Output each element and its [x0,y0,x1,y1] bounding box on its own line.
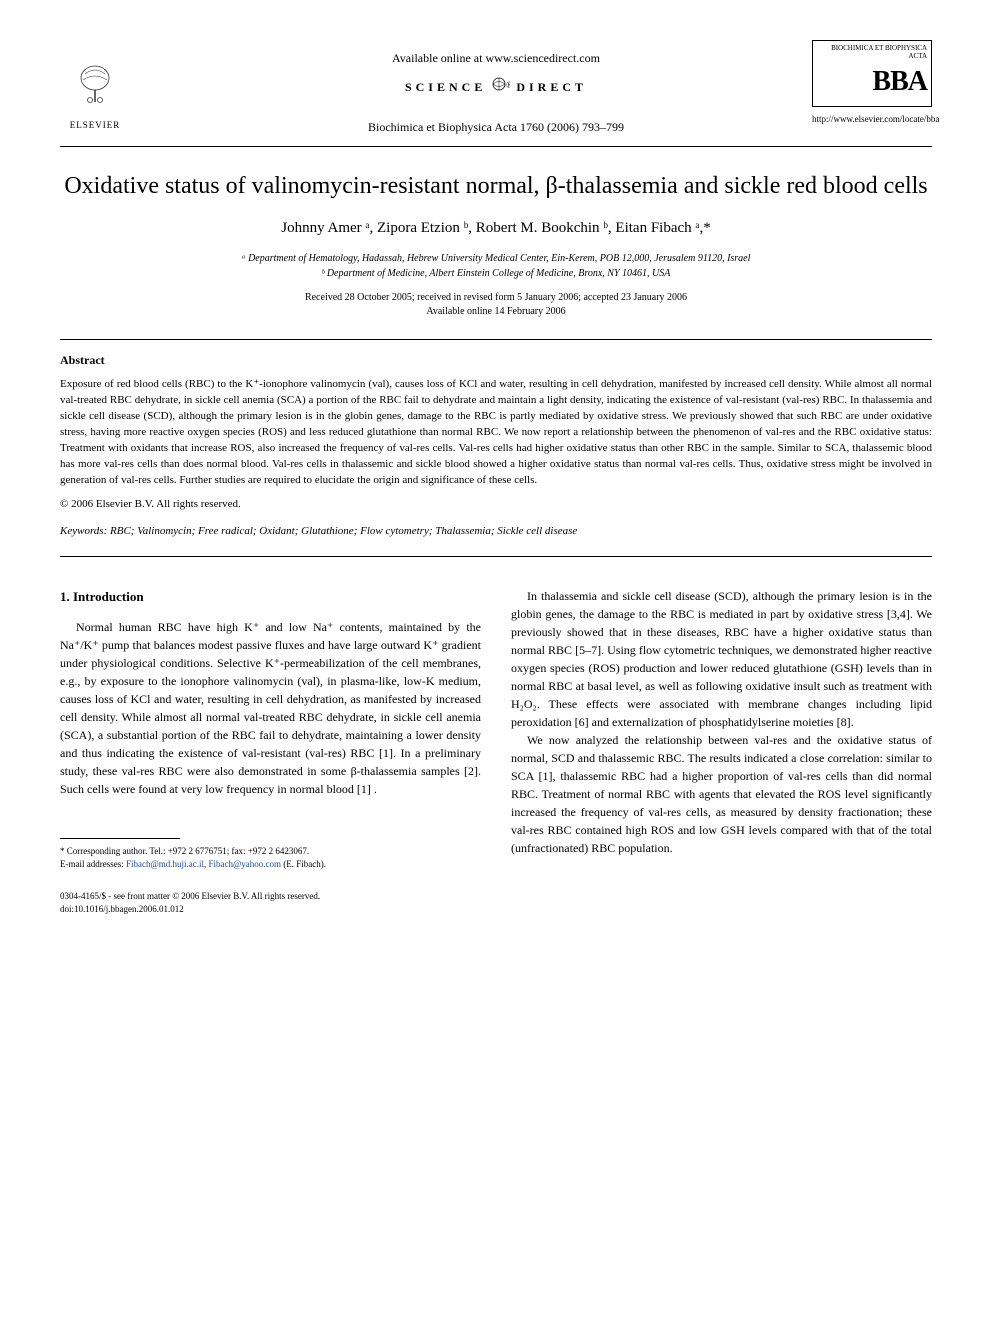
available-online-text: Available online at www.sciencedirect.co… [60,50,932,67]
elsevier-logo: ELSEVIER [60,60,130,132]
abstract-text: Exposure of red blood cells (RBC) to the… [60,377,932,489]
keywords-text: RBC; Valinomycin; Free radical; Oxidant;… [110,525,577,537]
affiliation-a: ᵃ Department of Hematology, Hadassah, He… [60,251,932,266]
article-title: Oxidative status of valinomycin-resistan… [60,171,932,202]
bba-logo: BIOCHIMICA ET BIOPHYSICA ACTA BBA http:/… [812,40,932,125]
abstract-heading: Abstract [60,352,932,369]
doi-line: doi:10.1016/j.bbagen.2006.01.012 [60,903,481,916]
col2-paragraph-2: We now analyzed the relationship between… [511,731,932,857]
col2-paragraph-1: In thalassemia and sickle cell disease (… [511,587,932,731]
abstract-bottom-divider [60,556,932,557]
email-label: E-mail addresses: [60,859,124,869]
column-right: In thalassemia and sickle cell disease (… [511,587,932,916]
front-matter-line: 0304-4165/$ - see front matter © 2006 El… [60,890,481,903]
elsevier-tree-icon [60,60,130,117]
bba-box: BIOCHIMICA ET BIOPHYSICA ACTA BBA [812,40,932,107]
elsevier-label: ELSEVIER [60,119,130,132]
abstract-top-divider [60,339,932,340]
article-dates: Received 28 October 2005; received in re… [60,291,932,319]
corresponding-author: * Corresponding author. Tel.: +972 2 677… [60,845,481,858]
svg-text:®: ® [506,80,510,90]
science-direct-logo: SCIENCE ® DIRECT [60,75,932,100]
received-date: Received 28 October 2005; received in re… [60,291,932,305]
header-divider [60,146,932,147]
col1-paragraph-1: Normal human RBC have high K⁺ and low Na… [60,618,481,798]
authors-line: Johnny Amer ᵃ, Zipora Etzion ᵇ, Robert M… [60,218,932,239]
section-1-heading: 1. Introduction [60,587,481,607]
email-line: E-mail addresses: Fibach@md.huji.ac.il, … [60,858,481,871]
footnote-divider [60,838,180,839]
abstract-copyright: © 2006 Elsevier B.V. All rights reserved… [60,497,932,512]
bba-small-text: BIOCHIMICA ET BIOPHYSICA ACTA [817,45,927,60]
journal-citation: Biochimica et Biophysica Acta 1760 (2006… [60,119,932,136]
email-link-1[interactable]: Fibach@md.huji.ac.il [126,859,204,869]
footnote-block: * Corresponding author. Tel.: +972 2 677… [60,845,481,870]
bba-large-text: BBA [817,62,927,101]
column-left: 1. Introduction Normal human RBC have hi… [60,587,481,916]
email-owner: (E. Fibach). [283,859,326,869]
page-header: ELSEVIER Available online at www.science… [60,40,932,136]
keywords-line: Keywords: RBC; Valinomycin; Free radical… [60,524,932,539]
keywords-label: Keywords: [60,525,107,537]
footer-block: 0304-4165/$ - see front matter © 2006 El… [60,890,481,915]
email-link-2[interactable]: Fibach@yahoo.com [209,859,282,869]
header-center: Available online at www.sciencedirect.co… [60,40,932,136]
sd-text-1: SCIENCE [405,79,486,96]
sd-globe-icon: ® [492,75,510,100]
affiliation-b: ᵇ Department of Medicine, Albert Einstei… [60,266,932,281]
sd-text-2: DIRECT [516,79,587,96]
body-columns: 1. Introduction Normal human RBC have hi… [60,587,932,916]
bba-url: http://www.elsevier.com/locate/bba [812,113,932,126]
available-date: Available online 14 February 2006 [60,305,932,319]
affiliations: ᵃ Department of Hematology, Hadassah, He… [60,251,932,281]
